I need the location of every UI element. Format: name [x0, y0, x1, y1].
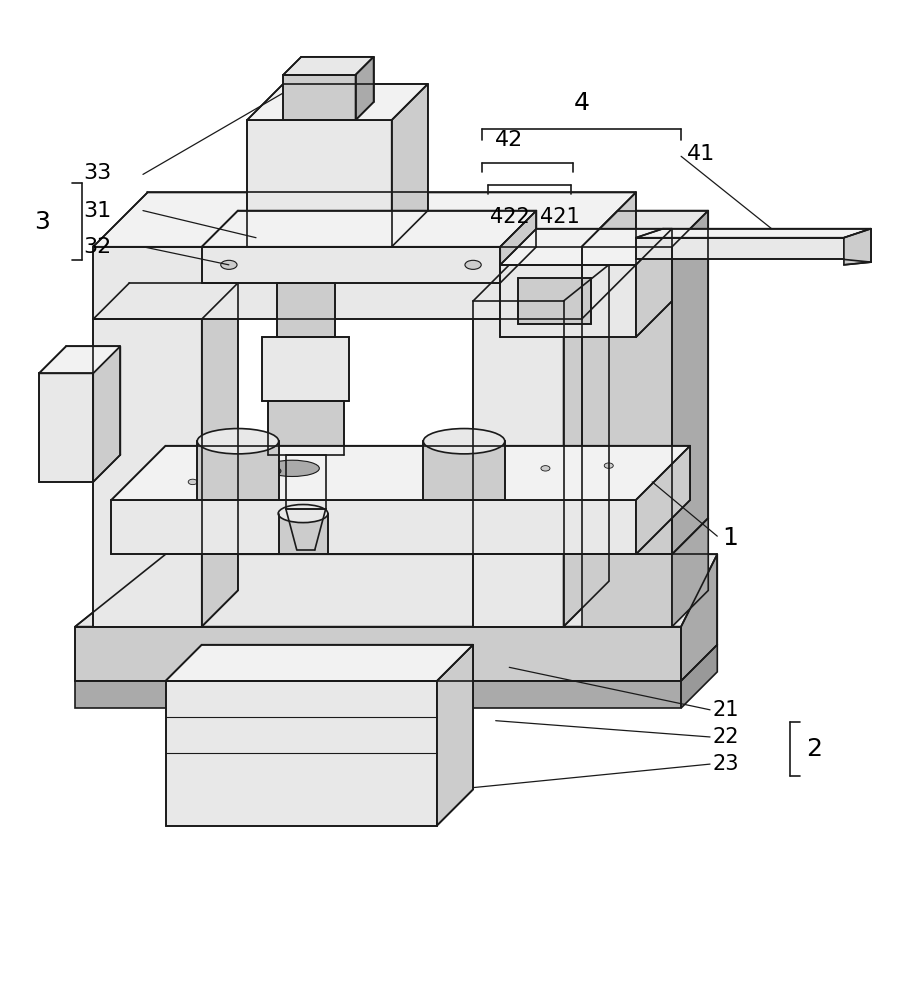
Polygon shape — [636, 229, 871, 238]
Polygon shape — [423, 441, 505, 500]
Ellipse shape — [541, 466, 550, 471]
Polygon shape — [391, 84, 428, 247]
Polygon shape — [268, 401, 344, 455]
Ellipse shape — [211, 469, 229, 477]
Polygon shape — [111, 500, 636, 554]
Text: 422: 422 — [490, 207, 530, 227]
Polygon shape — [356, 57, 374, 120]
Polygon shape — [581, 554, 672, 627]
Polygon shape — [202, 211, 536, 247]
Polygon shape — [501, 229, 672, 265]
Ellipse shape — [423, 429, 505, 454]
Polygon shape — [93, 319, 202, 627]
Text: 31: 31 — [83, 201, 111, 221]
Polygon shape — [501, 211, 536, 283]
Polygon shape — [437, 645, 473, 826]
Text: 2: 2 — [806, 737, 822, 761]
Polygon shape — [636, 238, 844, 259]
Ellipse shape — [604, 463, 613, 468]
Text: 42: 42 — [495, 130, 523, 150]
Polygon shape — [39, 373, 93, 482]
Text: 21: 21 — [713, 700, 739, 720]
Ellipse shape — [465, 260, 481, 269]
Polygon shape — [277, 283, 335, 337]
Polygon shape — [202, 247, 501, 283]
Polygon shape — [93, 192, 636, 247]
Polygon shape — [283, 75, 356, 120]
Polygon shape — [636, 446, 690, 554]
Polygon shape — [76, 681, 681, 708]
Polygon shape — [76, 627, 681, 681]
Ellipse shape — [188, 479, 197, 485]
Ellipse shape — [233, 477, 242, 483]
Polygon shape — [197, 441, 278, 500]
Text: 32: 32 — [83, 237, 111, 257]
Text: 421: 421 — [540, 207, 580, 227]
Polygon shape — [278, 514, 329, 554]
Ellipse shape — [278, 505, 328, 523]
Polygon shape — [286, 455, 326, 509]
Polygon shape — [166, 645, 473, 681]
Polygon shape — [581, 192, 636, 319]
Text: 23: 23 — [713, 754, 739, 774]
Polygon shape — [202, 283, 238, 627]
Ellipse shape — [268, 467, 281, 475]
Polygon shape — [166, 681, 437, 826]
Polygon shape — [563, 256, 609, 627]
Text: 4: 4 — [573, 91, 590, 115]
Polygon shape — [39, 346, 120, 373]
Polygon shape — [681, 554, 717, 681]
Polygon shape — [93, 247, 581, 319]
Polygon shape — [681, 645, 717, 708]
Polygon shape — [672, 211, 708, 554]
Text: 33: 33 — [83, 163, 111, 183]
Polygon shape — [581, 211, 708, 247]
Polygon shape — [672, 518, 708, 627]
Polygon shape — [93, 346, 120, 482]
Polygon shape — [283, 57, 374, 75]
Ellipse shape — [265, 460, 319, 476]
Ellipse shape — [197, 429, 278, 454]
Polygon shape — [501, 265, 636, 337]
Polygon shape — [519, 278, 591, 324]
Polygon shape — [844, 229, 871, 265]
Polygon shape — [247, 120, 391, 247]
Text: 3: 3 — [34, 210, 50, 234]
Polygon shape — [286, 509, 326, 550]
Polygon shape — [76, 554, 717, 627]
Polygon shape — [473, 265, 609, 301]
Polygon shape — [636, 229, 672, 337]
Text: 22: 22 — [713, 727, 739, 747]
Text: 1: 1 — [722, 526, 738, 550]
Polygon shape — [262, 337, 349, 401]
Polygon shape — [93, 283, 238, 319]
Text: 41: 41 — [686, 144, 714, 164]
Polygon shape — [247, 84, 428, 120]
Ellipse shape — [221, 260, 237, 269]
Polygon shape — [473, 301, 563, 627]
Polygon shape — [111, 446, 690, 500]
Polygon shape — [581, 247, 672, 554]
